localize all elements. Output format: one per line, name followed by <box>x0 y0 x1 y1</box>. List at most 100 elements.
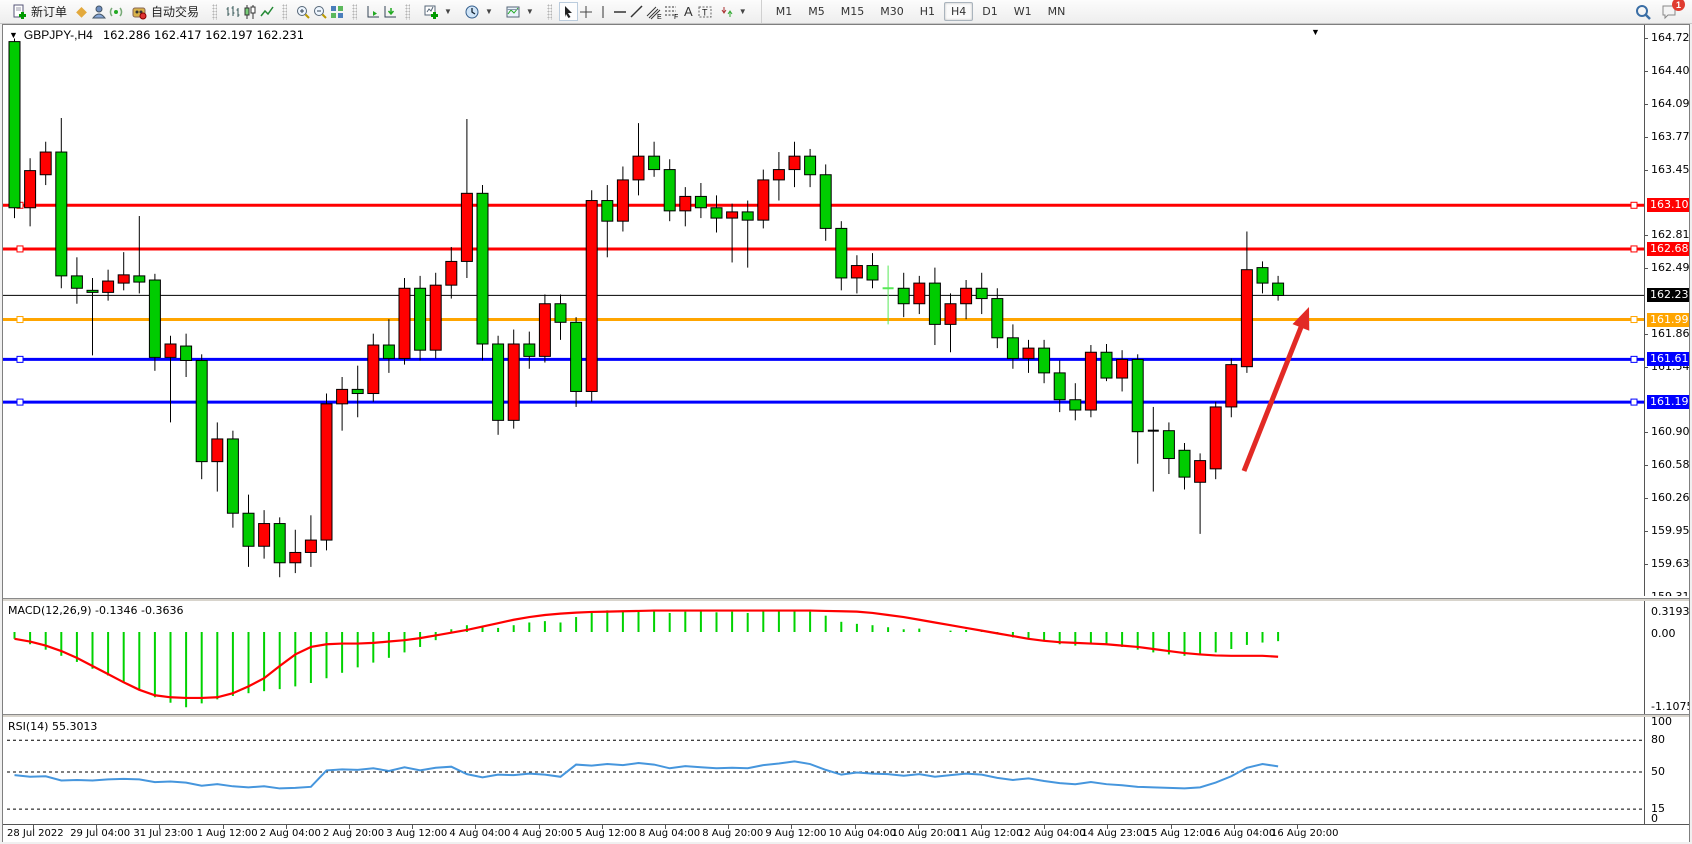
fibonacci-icon[interactable]: F <box>663 3 680 20</box>
price-axis-tick <box>1644 38 1648 39</box>
line-handle[interactable] <box>16 245 24 253</box>
candle-body <box>601 200 614 222</box>
price-axis-divider <box>1644 25 1645 596</box>
candle-body <box>1006 337 1019 359</box>
tile-windows-icon[interactable] <box>328 3 345 20</box>
periods-dropdown[interactable]: ▼ <box>458 3 499 20</box>
candle-body <box>1272 282 1285 296</box>
horizontal-line-icon[interactable] <box>612 3 629 20</box>
tf-m1[interactable]: M1 <box>775 5 793 18</box>
candle-body <box>55 151 68 277</box>
tf-h4[interactable]: H4 <box>944 2 974 21</box>
candle-body <box>70 275 83 289</box>
candle-body <box>726 211 739 219</box>
crosshair-icon[interactable] <box>578 3 595 20</box>
candlestick-chart-icon[interactable] <box>241 3 258 20</box>
rsi-panel[interactable]: RSI(14) 55.3013 100 80 50 15 0 <box>3 715 1689 825</box>
templates-dropdown[interactable]: ▼ <box>499 3 540 20</box>
candle-body <box>460 192 473 262</box>
line-handle[interactable] <box>1630 201 1638 209</box>
candle-body <box>866 265 879 281</box>
main-toolbar: 新订单 ◆ 自动交易 <box>0 0 1692 24</box>
arrows-dropdown[interactable]: ▼ <box>714 3 753 20</box>
price-axis-tick <box>1644 333 1648 335</box>
candle-body <box>648 155 661 171</box>
line-handle[interactable] <box>16 355 24 363</box>
cursor-icon[interactable] <box>558 2 578 21</box>
macd-panel[interactable]: MACD(12,26,9) -0.1346 -0.3636 0.3193 0.0… <box>3 599 1689 714</box>
auto-trading-label: 自动交易 <box>151 5 200 19</box>
time-axis[interactable]: 28 Jul 2022 29 Jul 04:00 31 Jul 23:00 1 Aug… <box>3 824 1689 842</box>
text-icon[interactable]: A <box>683 4 693 19</box>
candle-body <box>585 200 598 392</box>
candle-body <box>928 282 941 325</box>
tf-m15[interactable]: M15 <box>840 5 865 18</box>
tf-h1[interactable]: H1 <box>919 5 935 18</box>
notifications-icon[interactable]: 1 <box>1661 0 1685 20</box>
rsi-axis-80: 80 <box>1651 733 1665 746</box>
trendline-icon[interactable] <box>629 3 646 20</box>
candle-body <box>1131 358 1144 433</box>
price-axis-tick-label: 164.090 <box>1651 96 1689 110</box>
candle-body <box>944 303 957 325</box>
price-plot-area[interactable] <box>3 25 1689 596</box>
trend-arrow-annotation[interactable] <box>1241 317 1307 472</box>
equidistant-channel-icon[interactable]: E <box>646 3 663 20</box>
bar-chart-icon[interactable] <box>224 3 241 20</box>
tf-m5[interactable]: M5 <box>808 5 825 18</box>
search-icon[interactable] <box>1634 3 1651 20</box>
time-axis-label: 29 Jul 04:00 <box>70 828 131 839</box>
line-handle[interactable] <box>1630 398 1638 406</box>
time-axis-tick <box>475 825 477 829</box>
auto-trading-button[interactable]: 自动交易 <box>124 3 205 20</box>
price-axis-tick-label: 160.905 <box>1651 425 1689 439</box>
line-handle[interactable] <box>1630 355 1638 363</box>
chart-shift-marker[interactable]: ▼ <box>1311 27 1320 37</box>
candle-body <box>195 360 208 463</box>
rsi-plot-area[interactable] <box>3 717 1689 825</box>
candle-body <box>367 344 380 395</box>
text-label-icon[interactable]: T <box>697 3 714 20</box>
chart-title-collapse-icon[interactable]: ▼ <box>9 30 18 40</box>
line-handle[interactable] <box>1630 316 1638 324</box>
tf-w1[interactable]: W1 <box>1013 5 1032 18</box>
line-handle[interactable] <box>16 316 24 324</box>
svg-text:F: F <box>674 14 678 20</box>
macd-plot-area[interactable] <box>3 601 1689 714</box>
time-axis-label: 14 Aug 23:00 <box>1081 828 1149 839</box>
tf-m30[interactable]: M30 <box>880 5 904 18</box>
price-axis-tick-label: 159.310 <box>1651 590 1689 596</box>
time-axis-tick <box>33 825 34 829</box>
gem-icon[interactable]: ◆ <box>76 3 87 19</box>
line-chart-icon[interactable] <box>258 3 275 20</box>
line-handle[interactable] <box>1630 245 1638 253</box>
price-badge: 162.231 <box>1647 288 1689 303</box>
signal-icon[interactable] <box>107 3 124 20</box>
candle-body <box>180 345 193 362</box>
chart-symbol-period: GBPJPY-,H4 <box>23 28 93 42</box>
price-axis-tick-label: 164.405 <box>1651 64 1689 78</box>
tf-mn[interactable]: MN <box>1047 5 1066 18</box>
time-axis-label: 16 Aug 20:00 <box>1271 828 1339 839</box>
time-axis-label: 1 Aug 12:00 <box>196 828 258 839</box>
candle-body <box>148 279 161 358</box>
time-axis-tick <box>917 825 919 829</box>
vertical-line-icon[interactable] <box>595 3 612 20</box>
candle-body <box>757 179 770 221</box>
autoscroll-icon[interactable] <box>364 3 381 20</box>
new-order-button[interactable]: 新订单 <box>4 3 73 20</box>
time-axis-tick <box>1297 825 1298 829</box>
candle-body <box>304 539 317 553</box>
zoom-in-icon[interactable] <box>294 3 311 20</box>
candle-body <box>1022 347 1035 359</box>
zoom-out-icon[interactable] <box>311 3 328 20</box>
chart-shift-icon[interactable] <box>381 3 398 20</box>
candle-body <box>1240 269 1253 368</box>
price-panel[interactable]: ▼ GBPJPY-,H4 162.286 162.417 162.197 162… <box>3 25 1689 596</box>
line-handle[interactable] <box>16 398 24 406</box>
new-chart-dropdown[interactable]: ▼ <box>417 3 458 20</box>
candle-body <box>398 287 411 359</box>
profile-icon[interactable] <box>90 3 107 20</box>
tf-d1[interactable]: D1 <box>982 5 998 18</box>
time-axis-tick <box>222 825 224 829</box>
